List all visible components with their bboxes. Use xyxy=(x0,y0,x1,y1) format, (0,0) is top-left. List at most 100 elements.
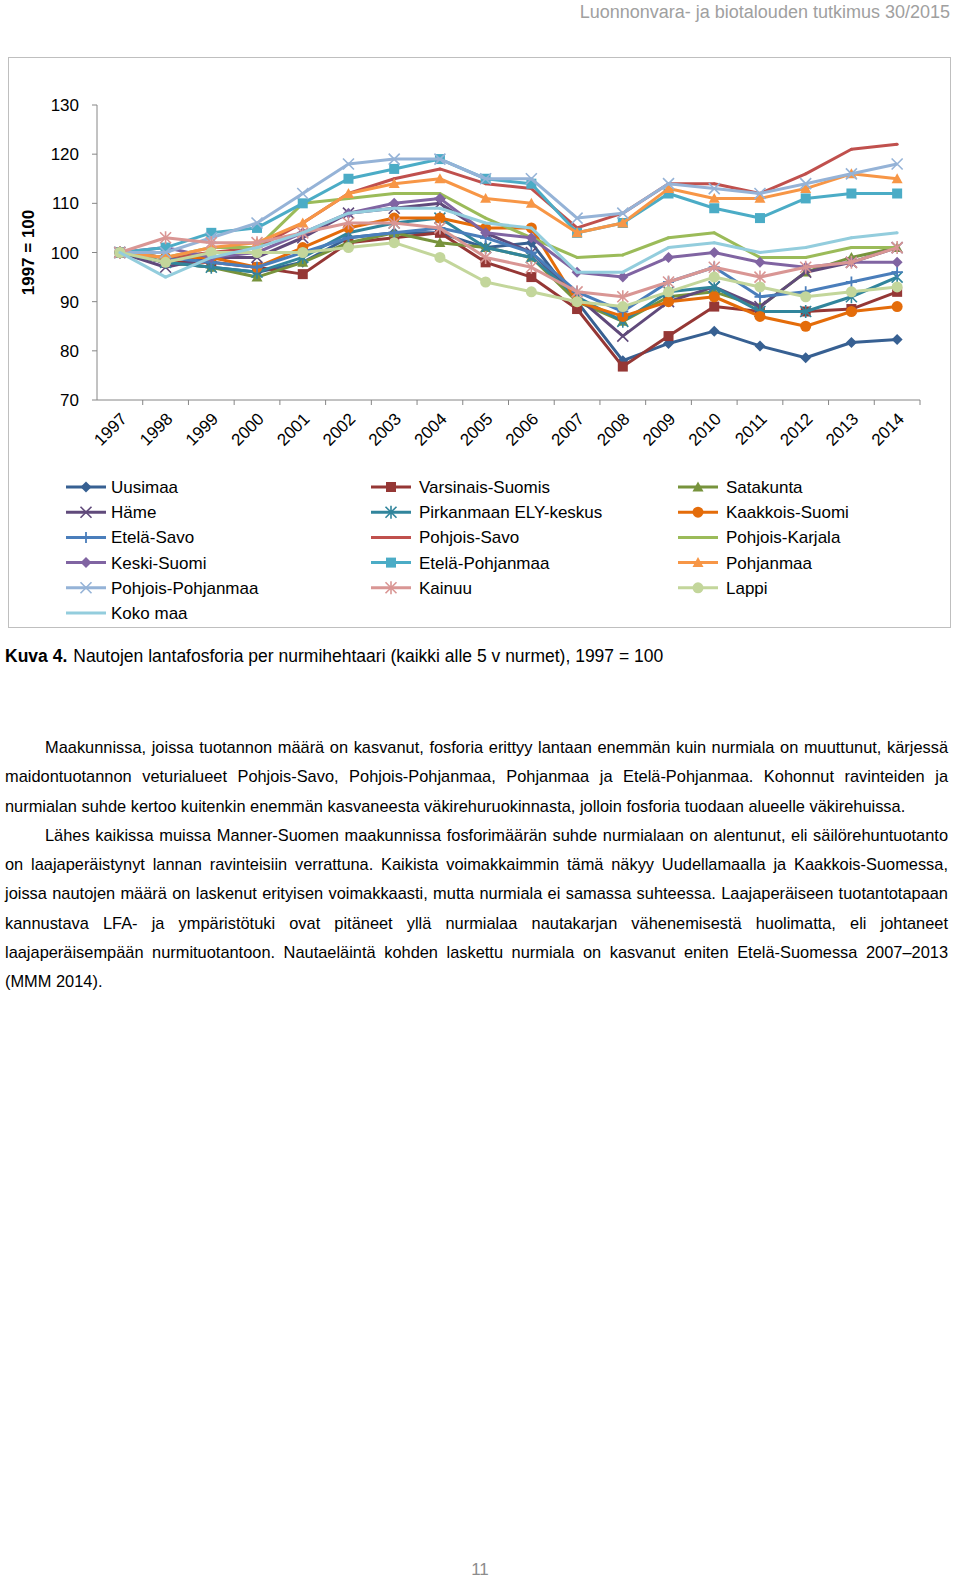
data-point xyxy=(709,203,719,213)
data-point xyxy=(393,192,396,195)
y-tick xyxy=(92,154,97,155)
legend-marker xyxy=(386,581,397,594)
data-point xyxy=(297,188,308,199)
x-tick-label: 2014 xyxy=(868,409,908,449)
legend-marker xyxy=(693,582,704,593)
legend-label: Keski-Suomi xyxy=(111,554,206,573)
y-tick-label: 120 xyxy=(51,145,79,164)
legend-marker xyxy=(386,506,397,519)
data-point xyxy=(754,281,765,292)
x-tick xyxy=(371,400,372,405)
x-tick xyxy=(691,400,692,405)
data-point xyxy=(850,148,853,151)
data-point xyxy=(480,277,491,288)
chart: 1997 = 100708090100110120130199719981999… xyxy=(0,0,960,640)
data-point xyxy=(667,236,670,239)
data-point xyxy=(709,247,720,258)
y-tick-label: 130 xyxy=(51,96,79,115)
series-line xyxy=(120,159,897,252)
data-point xyxy=(297,247,308,258)
data-point xyxy=(160,257,171,268)
data-point xyxy=(343,188,354,198)
x-tick xyxy=(874,400,875,405)
plot-area xyxy=(114,143,902,372)
data-point xyxy=(709,302,719,312)
data-point xyxy=(389,237,400,248)
data-point xyxy=(252,262,263,273)
data-point xyxy=(846,256,857,269)
data-point xyxy=(526,198,537,208)
y-tick-label: 110 xyxy=(52,194,79,213)
data-point xyxy=(438,207,441,210)
data-point xyxy=(846,286,857,297)
data-point xyxy=(892,241,903,254)
y-tick xyxy=(92,350,97,351)
x-tick xyxy=(188,400,189,405)
legend-marker xyxy=(81,507,92,518)
x-tick-label: 2007 xyxy=(548,409,588,449)
legend-marker xyxy=(386,558,396,568)
data-point xyxy=(434,221,445,234)
page-header: Luonnonvara- ja biotalouden tutkimus 30/… xyxy=(580,2,950,23)
legend-marker xyxy=(81,532,92,543)
x-tick-label: 2005 xyxy=(456,409,496,449)
data-point xyxy=(526,232,537,243)
data-point xyxy=(804,172,807,175)
data-point xyxy=(526,173,537,184)
data-point xyxy=(713,231,716,234)
data-point xyxy=(434,193,445,204)
data-point xyxy=(256,246,259,249)
data-point xyxy=(663,296,674,307)
data-point xyxy=(667,246,670,249)
x-tick-label: 2012 xyxy=(776,409,816,449)
data-point xyxy=(709,291,720,302)
y-tick xyxy=(92,252,97,253)
data-point xyxy=(438,167,441,170)
legend-label: Koko maa xyxy=(111,604,188,623)
data-point xyxy=(256,246,259,249)
data-point xyxy=(572,227,583,237)
legend-marker xyxy=(81,582,92,593)
data-point xyxy=(713,182,716,185)
legend-swatch xyxy=(371,536,411,539)
data-point xyxy=(621,253,624,256)
data-point xyxy=(892,159,903,170)
data-point xyxy=(896,143,899,146)
data-point xyxy=(160,231,171,244)
data-point xyxy=(892,281,903,292)
data-point xyxy=(343,159,354,170)
paragraph: Lähes kaikissa muissa Manner-Suomen maak… xyxy=(5,821,948,997)
data-point xyxy=(347,212,350,215)
y-tick-label: 90 xyxy=(60,293,79,312)
data-point xyxy=(118,251,121,254)
chart-frame xyxy=(9,58,951,628)
data-point xyxy=(663,286,674,297)
x-tick xyxy=(462,400,463,405)
x-tick xyxy=(234,400,235,405)
x-tick xyxy=(417,400,418,405)
x-tick-label: 2009 xyxy=(639,409,679,449)
y-tick xyxy=(92,400,97,401)
data-point xyxy=(389,217,400,230)
data-point xyxy=(114,246,125,259)
data-point xyxy=(114,247,125,258)
data-point xyxy=(297,218,308,228)
data-point xyxy=(713,241,716,244)
data-point xyxy=(664,331,674,341)
data-point xyxy=(617,331,628,342)
data-point xyxy=(754,340,765,351)
data-point xyxy=(434,154,445,165)
y-tick xyxy=(92,105,97,106)
data-point xyxy=(709,183,720,194)
legend-label: Varsinais-Suomis xyxy=(419,478,550,497)
data-point xyxy=(800,291,811,302)
data-point xyxy=(572,213,583,224)
data-point xyxy=(118,251,121,254)
data-point xyxy=(434,173,445,183)
data-point xyxy=(800,178,811,189)
series-line xyxy=(120,208,897,277)
data-point xyxy=(343,232,354,243)
data-point xyxy=(892,257,903,268)
data-point xyxy=(850,246,853,249)
data-point xyxy=(617,208,628,219)
